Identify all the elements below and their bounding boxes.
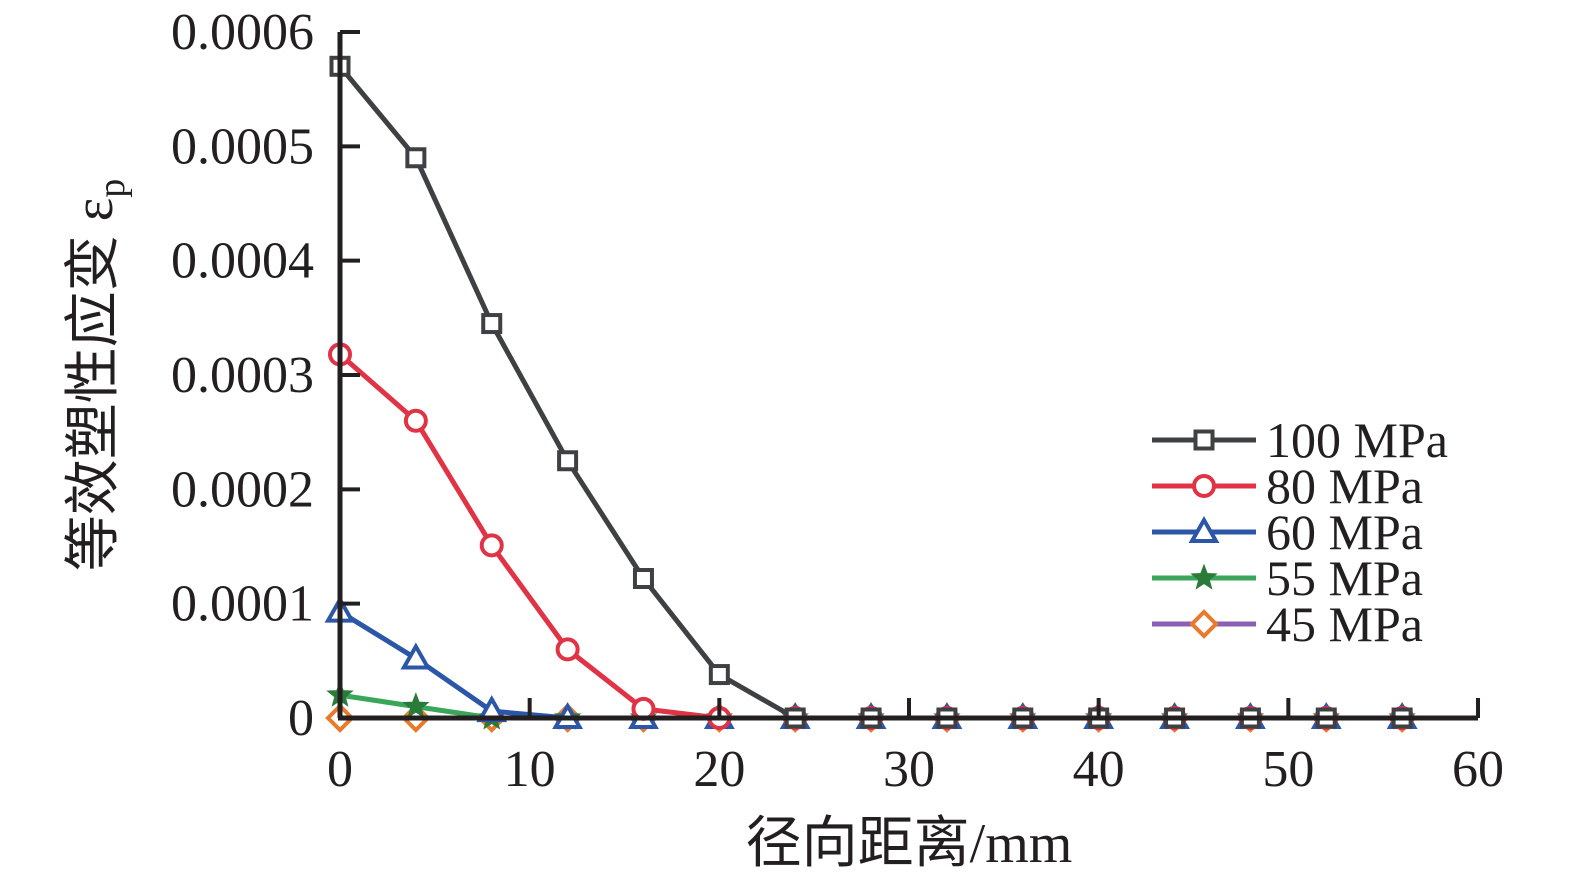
- legend-item: 60 MPa: [1152, 504, 1423, 560]
- legend-label: 55 MPa: [1266, 550, 1423, 606]
- data-point: [632, 568, 654, 590]
- data-point: [481, 313, 503, 335]
- series-line: [338, 64, 1403, 721]
- y-ticks: 0 0.0001 0.0002 0.0003 0.0004 0.0005 0.0006: [171, 4, 360, 747]
- data-point: [708, 664, 730, 686]
- legend-label: 45 MPa: [1266, 596, 1423, 652]
- data-point: [400, 642, 432, 670]
- x-ticks: 0 10 20 30 40 50 60: [327, 698, 1504, 798]
- data-point: [557, 450, 579, 472]
- data-point: [405, 147, 427, 169]
- x-tick-label: 20: [693, 741, 745, 798]
- y-tick-label: 0.0001: [171, 576, 314, 633]
- y-tick-label: 0.0003: [171, 347, 314, 404]
- legend-marker: [1189, 609, 1219, 639]
- legend-marker: [1188, 515, 1220, 543]
- y-tick-label: 0.0006: [171, 4, 314, 61]
- series-80-mpa: [328, 342, 1415, 730]
- legend-label: 60 MPa: [1266, 504, 1423, 560]
- legend-marker: [1190, 563, 1218, 590]
- legend-item: 55 MPa: [1152, 550, 1423, 606]
- y-tick-label: 0: [288, 690, 314, 747]
- y-tick-label: 0.0002: [171, 461, 314, 518]
- x-axis-label: 径向距离/mm: [746, 813, 1073, 875]
- legend-item: 45 MPa: [1152, 596, 1423, 652]
- y-axis-label-main: 等效塑性应变 ε: [63, 198, 125, 572]
- legend-label: 100 MPa: [1266, 412, 1448, 468]
- y-tick-label: 0.0005: [171, 118, 314, 175]
- data-point: [555, 637, 580, 662]
- x-tick-label: 0: [327, 741, 353, 798]
- legend-label: 80 MPa: [1266, 458, 1423, 514]
- data-point: [402, 692, 430, 719]
- x-tick-label: 40: [1073, 741, 1125, 798]
- y-axis-label: 等效塑性应变 εp: [63, 179, 133, 572]
- series-layer: [324, 55, 1418, 733]
- x-tick-label: 60: [1452, 741, 1504, 798]
- legend-marker: [1193, 429, 1215, 451]
- legend-marker: [1192, 474, 1216, 498]
- data-point: [403, 408, 428, 433]
- x-tick-label: 50: [1262, 741, 1314, 798]
- y-axis-label-subscript: p: [91, 179, 133, 198]
- x-tick-label: 10: [504, 741, 556, 798]
- legend-item: 80 MPa: [1152, 458, 1423, 514]
- legend-item: 100 MPa: [1152, 412, 1448, 468]
- y-tick-label: 0.0004: [171, 233, 314, 290]
- data-point: [479, 533, 504, 558]
- x-tick-label: 30: [883, 741, 935, 798]
